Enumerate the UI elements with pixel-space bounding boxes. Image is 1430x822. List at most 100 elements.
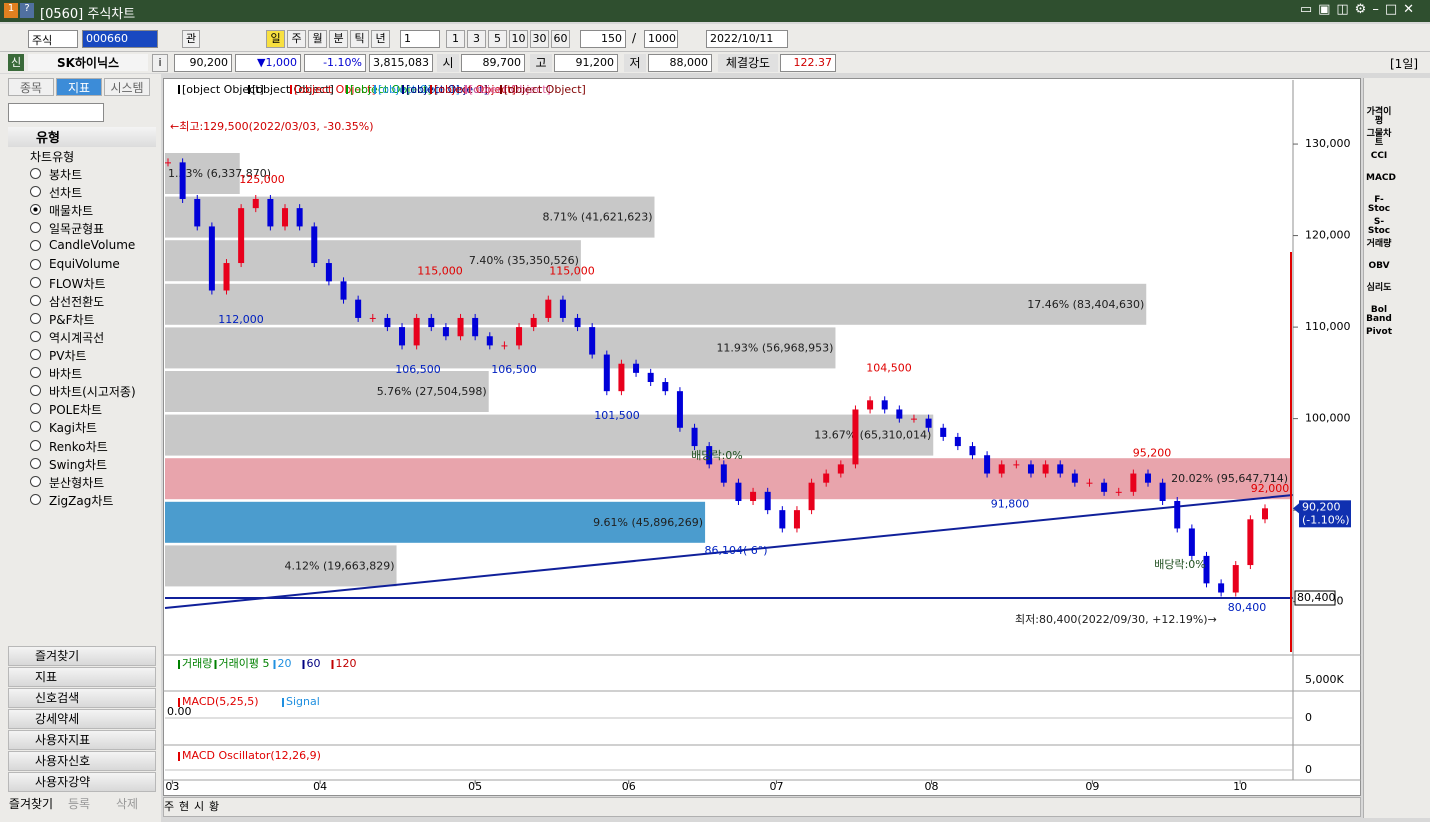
footer-tab[interactable]: 삭제 bbox=[115, 797, 139, 811]
market-select[interactable]: 주식 bbox=[28, 30, 78, 48]
bottom-tab[interactable]: 주 bbox=[164, 800, 175, 813]
period-button[interactable]: 주 bbox=[287, 30, 306, 48]
period-button[interactable]: 월 bbox=[308, 30, 327, 48]
sidebar-tab[interactable]: 종목 bbox=[8, 78, 54, 96]
radio[interactable] bbox=[30, 403, 41, 415]
radio[interactable] bbox=[30, 222, 41, 234]
tool-label[interactable]: 심리도 bbox=[1366, 283, 1392, 293]
radio[interactable] bbox=[30, 276, 41, 288]
search-input[interactable] bbox=[8, 103, 104, 122]
radio[interactable] bbox=[30, 258, 41, 270]
code-input[interactable]: 000660 bbox=[82, 30, 158, 48]
sidebar-section[interactable]: 사용자지표 bbox=[8, 730, 156, 750]
chart-type[interactable]: 매물차트 bbox=[49, 204, 94, 219]
radio[interactable] bbox=[30, 367, 41, 379]
chart-type[interactable]: 봉차트 bbox=[49, 168, 83, 182]
period-button[interactable]: 분 bbox=[329, 30, 348, 48]
footer-tab[interactable]: 즐겨찾기 bbox=[8, 797, 54, 811]
radio[interactable] bbox=[30, 168, 41, 179]
radio[interactable] bbox=[30, 240, 41, 252]
interval-button[interactable]: 5 bbox=[488, 30, 507, 48]
legend-entry: [object Object] bbox=[469, 83, 551, 96]
chart-type[interactable]: 분산형차트 bbox=[49, 475, 105, 490]
date-input[interactable]: 2022/10/11 bbox=[706, 30, 788, 48]
sidebar-section[interactable]: 신호검색 bbox=[8, 688, 156, 708]
interval-button[interactable]: 3 bbox=[467, 30, 486, 48]
tool-label[interactable]: Pivot bbox=[1366, 327, 1393, 337]
bottom-tab[interactable]: 현 bbox=[179, 800, 190, 813]
candle bbox=[1203, 555, 1210, 584]
high-note: ←최고:129,500(2022/03/03, -30.35%) bbox=[170, 120, 374, 133]
tool-label[interactable]: Bol Band bbox=[1366, 305, 1392, 324]
window-controls[interactable]: ▭▣◫⚙–□✕ bbox=[1299, 2, 1420, 17]
candle bbox=[355, 299, 362, 318]
chart-type[interactable]: 일목균형표 bbox=[49, 222, 105, 237]
radio[interactable] bbox=[30, 385, 41, 397]
interval-button[interactable]: 10 bbox=[509, 30, 528, 48]
bottom-tab[interactable]: 시 bbox=[194, 800, 205, 813]
chart-type[interactable]: 바차트 bbox=[49, 367, 83, 382]
radio[interactable] bbox=[30, 186, 41, 198]
interval-button[interactable]: 1 bbox=[446, 30, 465, 48]
radio[interactable] bbox=[30, 493, 41, 505]
bottom-tab[interactable]: 황 bbox=[209, 800, 220, 813]
count-input[interactable]: 150 bbox=[580, 30, 626, 48]
tool-label[interactable]: F-Stoc bbox=[1367, 195, 1391, 214]
sidebar-section[interactable]: 사용자신호 bbox=[8, 751, 156, 771]
chart-type[interactable]: Renko차트 bbox=[49, 439, 108, 454]
radio[interactable] bbox=[30, 312, 41, 324]
sidebar-section[interactable]: 강세약세 bbox=[8, 709, 156, 729]
tool-label[interactable]: S-Stoc bbox=[1367, 217, 1391, 236]
radio[interactable] bbox=[30, 330, 41, 342]
chart-type[interactable]: EquiVolume bbox=[49, 256, 120, 271]
radio[interactable] bbox=[30, 457, 41, 469]
radio[interactable] bbox=[30, 439, 41, 451]
chart-type[interactable]: 선차트 bbox=[49, 186, 83, 201]
quote-volume: 3,815,083 bbox=[369, 54, 433, 72]
candle bbox=[1013, 464, 1020, 466]
chart-type[interactable]: P&F차트 bbox=[49, 312, 95, 327]
interval-button[interactable]: 30 bbox=[530, 30, 549, 48]
help-icon[interactable]: ? bbox=[20, 3, 34, 18]
chart-type[interactable]: FLOW차트 bbox=[49, 276, 106, 291]
footer-tab[interactable]: 등록 bbox=[67, 797, 91, 811]
tool-button[interactable]: 관 bbox=[182, 30, 200, 48]
radio[interactable] bbox=[30, 204, 41, 216]
period-button[interactable]: 일 bbox=[266, 30, 285, 48]
chart-type[interactable]: PV차트 bbox=[49, 349, 87, 363]
chart-type[interactable]: 바차트(시고저종) bbox=[49, 385, 136, 400]
chart-type[interactable]: ZigZag차트 bbox=[49, 493, 114, 508]
info-button[interactable]: i bbox=[152, 54, 168, 72]
period-button[interactable]: 틱 bbox=[350, 30, 369, 48]
radio[interactable] bbox=[30, 349, 41, 360]
tool-label[interactable]: 가격이평 bbox=[1366, 107, 1392, 126]
radio[interactable] bbox=[30, 294, 41, 306]
interval-button[interactable]: 60 bbox=[551, 30, 570, 48]
chart-type[interactable]: Kagi차트 bbox=[49, 421, 98, 436]
unit-select[interactable]: 1 bbox=[400, 30, 440, 48]
legend-swatch bbox=[374, 85, 376, 94]
sidebar-section[interactable]: 지표 bbox=[8, 667, 156, 687]
sidebar-tab[interactable]: 시스템 bbox=[104, 78, 150, 96]
max-input[interactable]: 1000 bbox=[644, 30, 678, 48]
radio[interactable] bbox=[30, 475, 41, 487]
chart-type[interactable]: CandleVolume bbox=[49, 238, 136, 253]
tool-label[interactable]: MACD bbox=[1366, 173, 1396, 183]
sidebar-section[interactable]: 즐겨찾기 bbox=[8, 646, 156, 666]
chart-type[interactable]: 역시계곡선 bbox=[49, 330, 105, 345]
quote-high: 91,200 bbox=[554, 54, 618, 72]
sidebar-section[interactable]: 사용자강약 bbox=[8, 772, 156, 792]
tool-label[interactable]: CCI bbox=[1370, 151, 1388, 161]
legend-entry: [object Object] bbox=[406, 83, 488, 96]
chart-type[interactable]: 삼선전환도 bbox=[49, 294, 105, 309]
candle bbox=[779, 510, 786, 529]
chart-type[interactable]: Swing차트 bbox=[49, 457, 108, 472]
tool-label[interactable]: 거래량 bbox=[1366, 239, 1392, 249]
tool-label[interactable]: OBV bbox=[1368, 261, 1390, 271]
radio[interactable] bbox=[30, 421, 41, 433]
sidebar-tab[interactable]: 지표 bbox=[56, 78, 102, 96]
period-button[interactable]: 년 bbox=[371, 30, 390, 48]
legend-entry: 20 bbox=[278, 657, 292, 670]
chart-type[interactable]: POLE차트 bbox=[49, 403, 103, 418]
tool-label[interactable]: 그물차트 bbox=[1366, 129, 1392, 148]
